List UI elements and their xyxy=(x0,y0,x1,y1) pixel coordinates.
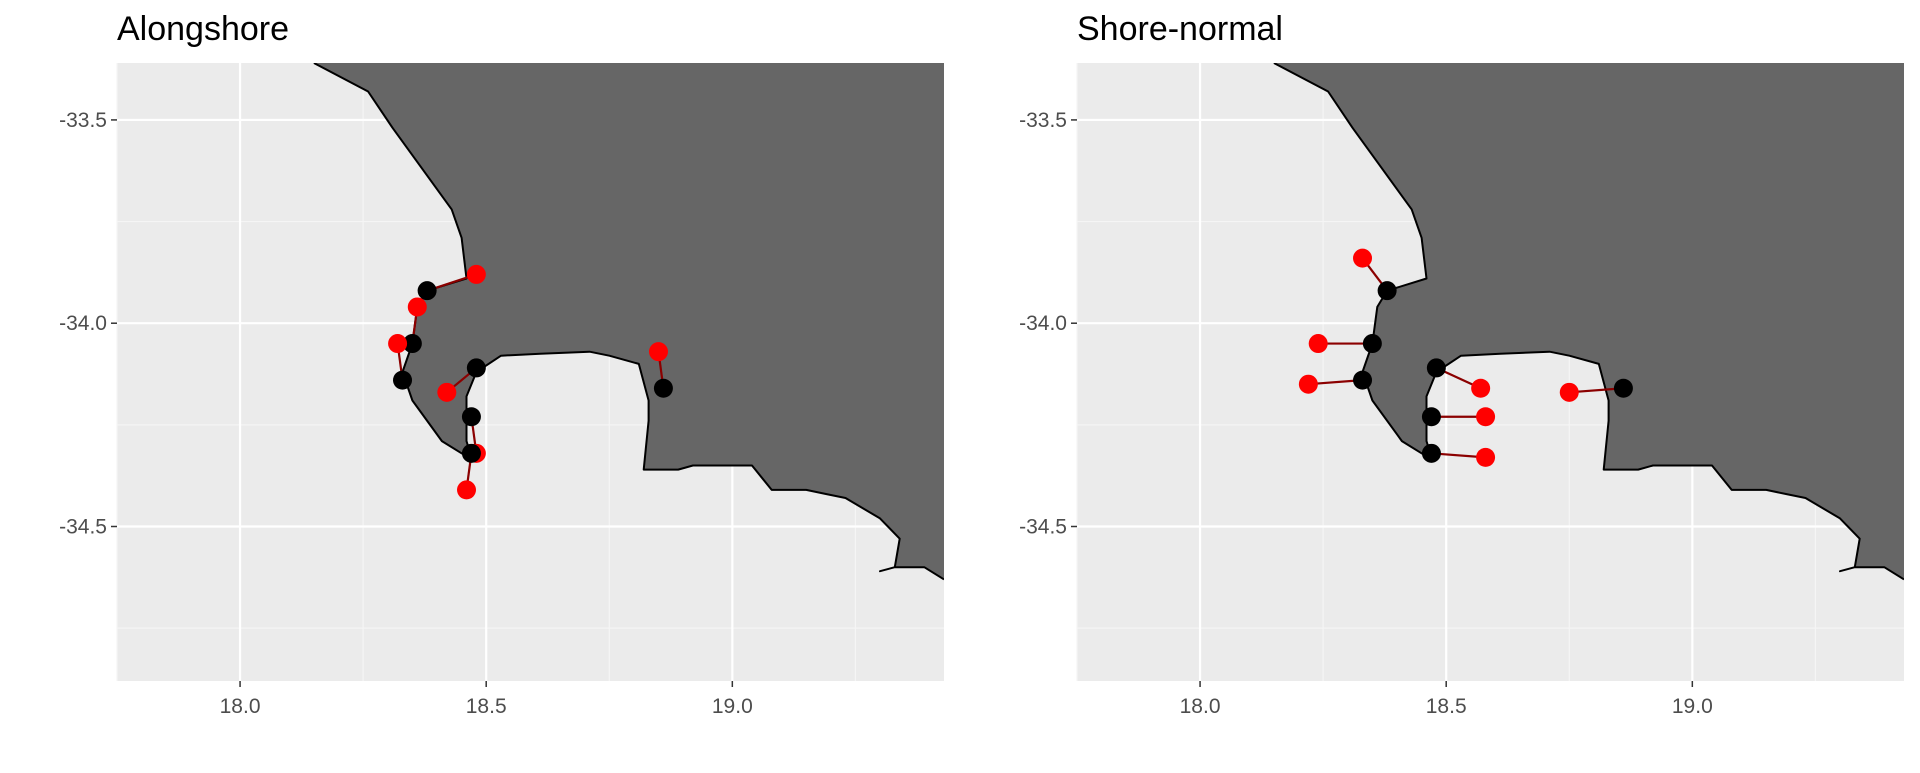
offset-point xyxy=(1308,334,1328,354)
offset-point xyxy=(1353,248,1373,268)
land-polygon xyxy=(313,63,944,580)
site-point xyxy=(393,370,413,390)
x-tick-label: 18.0 xyxy=(1180,695,1221,718)
panel-shore-normal: Shore-normal 18.0 18.5 19.0 -33.5 -34.0 -34.5 xyxy=(1019,10,1904,718)
y-tick-label: -34.0 xyxy=(1019,312,1067,335)
site-point xyxy=(653,378,673,398)
x-tick-label: 19.0 xyxy=(712,695,753,718)
y-tick-label: -34.5 xyxy=(1019,516,1067,539)
panel-plot-area xyxy=(313,63,944,581)
y-tick-label: -33.5 xyxy=(1019,109,1067,132)
site-point xyxy=(461,407,481,427)
y-tick-label: -34.0 xyxy=(59,312,107,335)
offset-point xyxy=(407,297,427,317)
site-point xyxy=(402,334,422,354)
site-point xyxy=(1421,407,1441,427)
site-point xyxy=(461,443,481,463)
offset-point xyxy=(457,480,477,500)
offset-point xyxy=(648,342,668,362)
x-tick-label: 18.0 xyxy=(220,695,261,718)
site-point xyxy=(466,358,486,378)
x-tick-label: 19.0 xyxy=(1672,695,1713,718)
panel-title-shore-normal: Shore-normal xyxy=(1077,10,1283,48)
y-tick-label: -33.5 xyxy=(59,109,107,132)
site-point xyxy=(1362,334,1382,354)
offset-point xyxy=(1559,382,1579,402)
site-point xyxy=(1353,370,1373,390)
site-point xyxy=(1426,358,1446,378)
x-tick-label: 18.5 xyxy=(1426,695,1467,718)
site-point xyxy=(1421,443,1441,463)
offset-point xyxy=(466,264,486,284)
x-tick-label: 18.5 xyxy=(466,695,507,718)
site-point xyxy=(1377,281,1397,301)
offset-point xyxy=(388,334,408,354)
offset-point xyxy=(1471,378,1491,398)
panel-title-alongshore: Alongshore xyxy=(117,10,289,48)
panel-alongshore: Alongshore 18.0 18.5 19.0 -33.5 -34.0 -34.5 xyxy=(59,10,944,718)
site-point xyxy=(417,281,437,301)
offset-point xyxy=(1476,407,1496,427)
land-polygon xyxy=(1273,63,1904,580)
offset-point xyxy=(1476,447,1496,467)
offset-point xyxy=(1298,374,1318,394)
y-tick-label: -34.5 xyxy=(59,516,107,539)
panel-plot-area xyxy=(1273,63,1904,581)
offset-point xyxy=(437,382,457,402)
site-point xyxy=(1613,378,1633,398)
